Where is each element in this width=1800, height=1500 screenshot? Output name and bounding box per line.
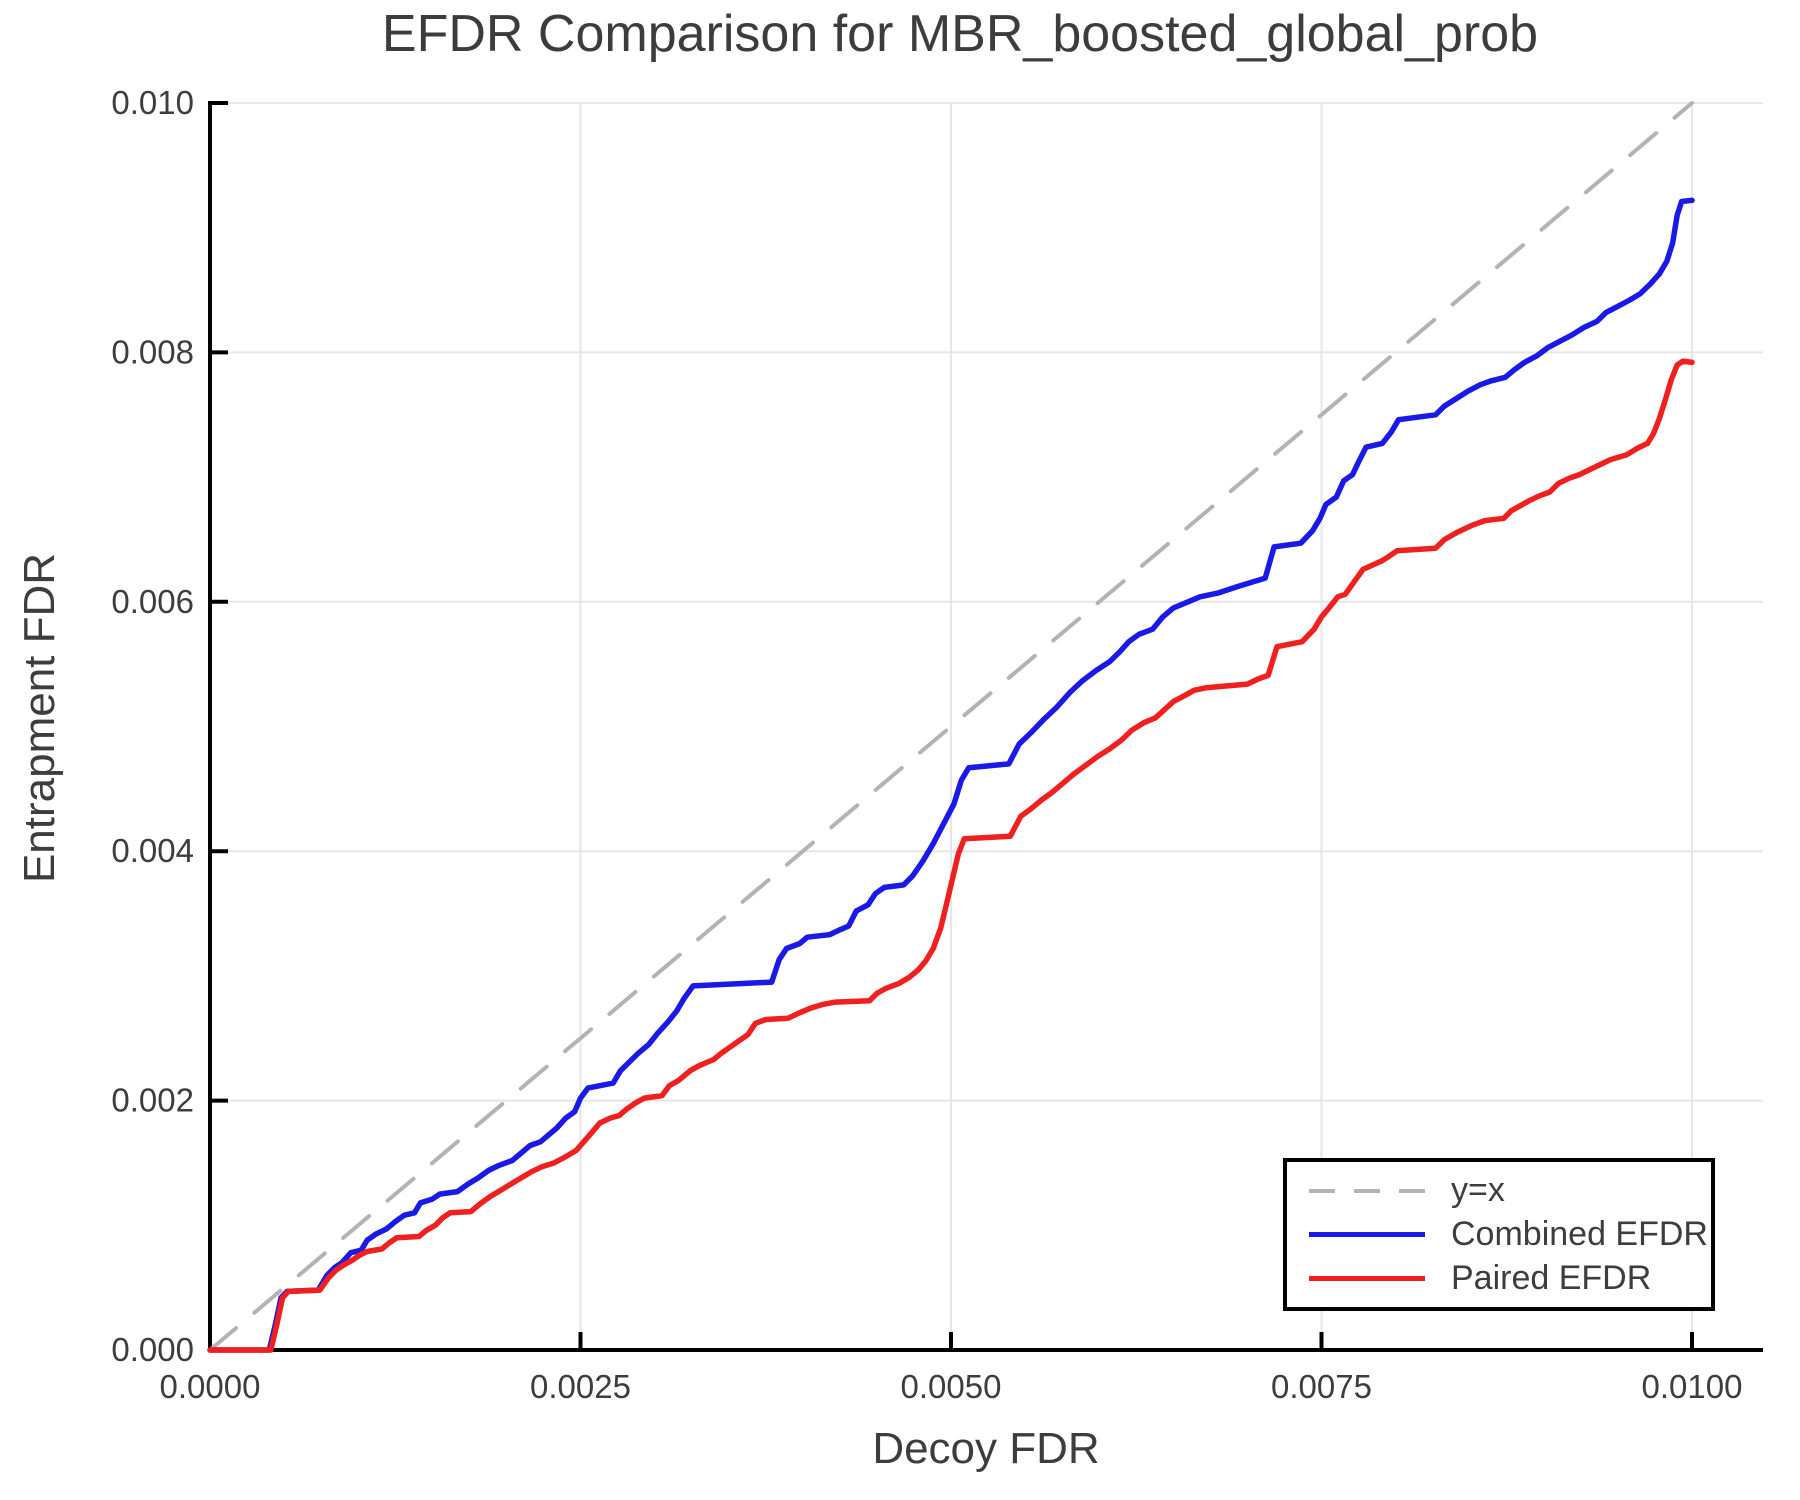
y-tick-label: 0.004 [111,832,194,869]
combined-efdr-line [207,197,1695,1353]
y-tick-label: 0.000 [111,1331,194,1368]
y-axis-label: Entrapment FDR [15,552,64,884]
x-tick-label: 0.0075 [1271,1368,1372,1405]
legend-item-paired: Paired EFDR [1309,1259,1711,1298]
x-axis-label: Decoy FDR [872,1424,1100,1473]
y-tick-label: 0.010 [111,84,194,121]
x-tick-label: 0.0000 [160,1368,261,1405]
legend-item-identity: y=x [1309,1171,1711,1210]
y-tick-label: 0.008 [111,333,194,370]
x-tick-label: 0.0050 [901,1368,1002,1405]
paired-efdr-line [207,358,1695,1353]
legend-item-combined: Combined EFDR [1309,1215,1711,1254]
x-tick-label: 0.0100 [1642,1368,1743,1405]
dashed-line-swatch [1309,1188,1425,1193]
chart-title: EFDR Comparison for MBR_boosted_global_p… [381,5,1539,63]
y-tick-label: 0.002 [111,1082,194,1119]
legend-label: y=x [1451,1171,1505,1209]
legend-label: Paired EFDR [1451,1259,1652,1297]
solid-line-swatch-paired [1309,1276,1425,1281]
identity-line [208,101,1694,1352]
y-tick-label: 0.006 [111,583,194,620]
solid-line-swatch-combined [1309,1232,1425,1237]
legend: y=x Combined EFDR Paired EFDR [1283,1158,1715,1311]
legend-label: Combined EFDR [1451,1215,1708,1253]
x-tick-label: 0.0025 [530,1368,631,1405]
